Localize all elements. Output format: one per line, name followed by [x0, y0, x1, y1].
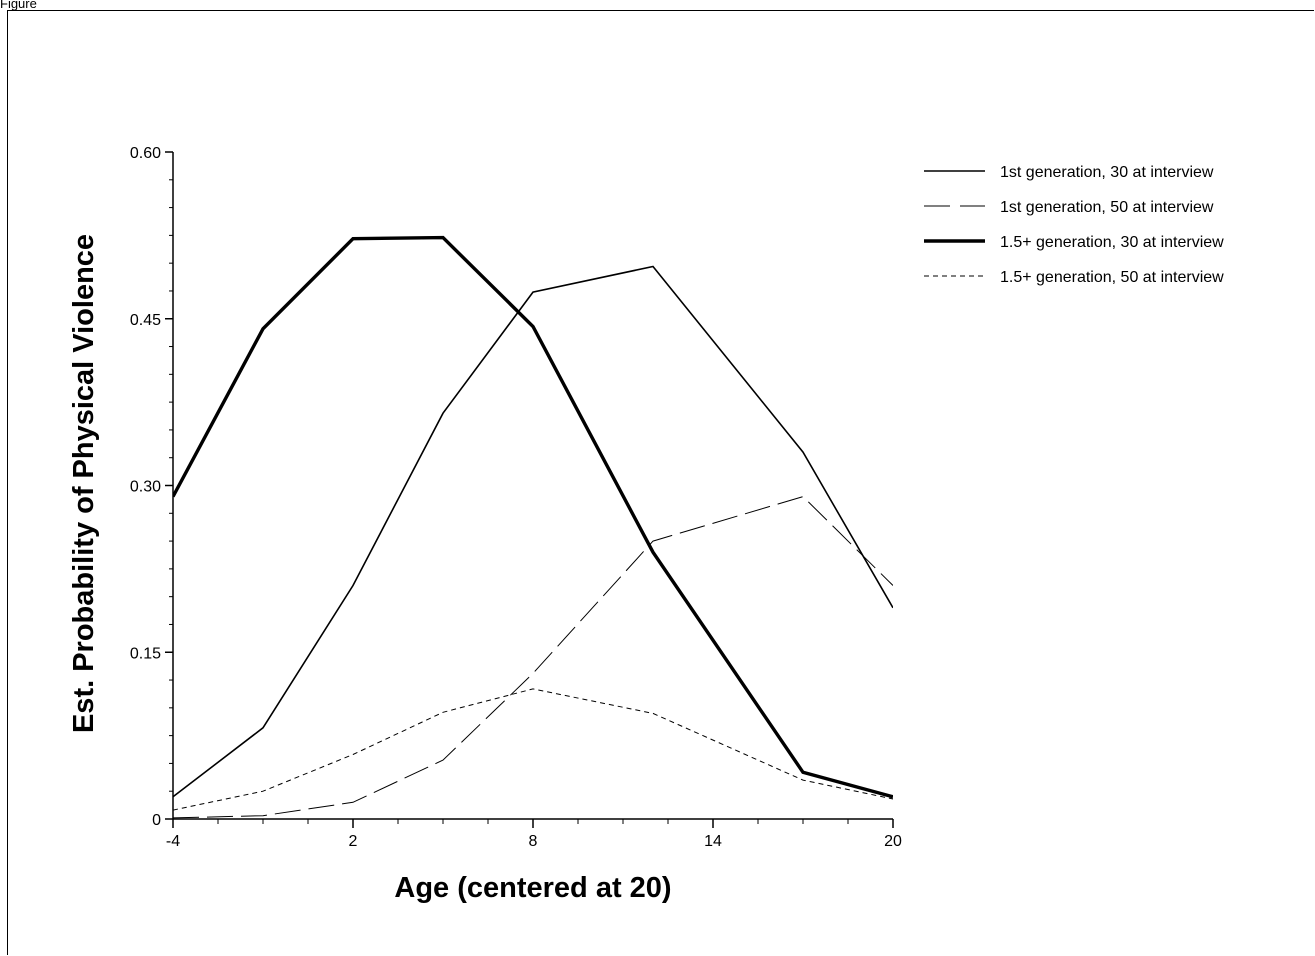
figure-label: Figure: [0, 0, 37, 11]
series-line-1: [173, 265, 893, 798]
series-line-4: [173, 688, 893, 811]
chart-frame: [7, 10, 1314, 955]
x-tick-label: 2: [349, 833, 358, 850]
y-axis-title: Est. Probability of Physical Violence: [68, 234, 100, 733]
y-tick-label: 0: [152, 812, 161, 829]
x-tick-label: 14: [704, 833, 722, 850]
series-lines: [173, 235, 893, 819]
legend-label-1: 1st generation, 30 at interview: [1000, 164, 1214, 181]
x-tick-label: 20: [884, 833, 902, 850]
series-line-2: [173, 496, 893, 819]
x-tick-label: 8: [529, 833, 538, 850]
legend-label-2: 1st generation, 50 at interview: [1000, 199, 1214, 216]
axes: 0 0.15 0.30 0.45 0.60 -4 2 8 14 20: [130, 145, 902, 850]
x-tick-label: -4: [166, 833, 180, 850]
y-tick-label: 0.60: [130, 145, 161, 162]
legend-label-3: 1.5+ generation, 30 at interview: [1000, 234, 1224, 251]
legend: 1st generation, 30 at interview 1st gener…: [924, 164, 1224, 286]
y-tick-label: 0.45: [130, 312, 161, 329]
series-line-3: [173, 235, 893, 799]
legend-label-4: 1.5+ generation, 50 at interview: [1000, 269, 1224, 286]
y-tick-label: 0.15: [130, 645, 161, 662]
y-tick-label: 0.30: [130, 479, 161, 496]
x-axis-title: Age (centered at 20): [394, 872, 671, 904]
